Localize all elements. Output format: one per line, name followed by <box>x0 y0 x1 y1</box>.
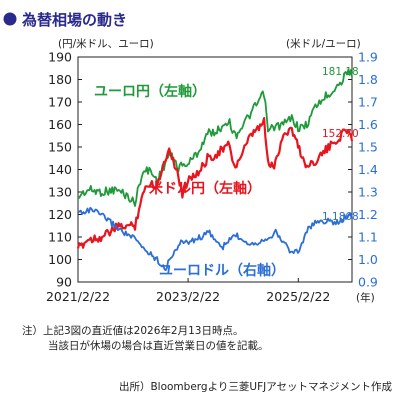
left-tick-label: 130 <box>48 185 72 200</box>
right-tick-label: 1.8 <box>358 72 378 87</box>
left-tick-label: 180 <box>48 72 72 87</box>
eur-jpy-line <box>77 68 353 207</box>
x-tick-label: 2023/2/22 <box>156 289 220 304</box>
source-note: 出所）Bloombergより三菱UFJアセットマネジメント作成 <box>118 381 392 393</box>
left-tick-label: 170 <box>48 95 72 110</box>
left-tick-label: 190 <box>48 50 72 65</box>
left-tick-label: 140 <box>48 162 72 177</box>
right-tick-label: 1.1 <box>358 230 378 245</box>
right-axis-ticks: 0.9 1.0 1.1 1.2 1.3 1.4 1.5 1.6 1.7 1.8 1.9 <box>348 50 378 290</box>
eur-usd-series-label: ユーロドル（右軸） <box>159 262 285 279</box>
title-bullet-icon <box>3 12 17 26</box>
note-line-1: 注）上記3図の直近値は2026年2月13日時点。 <box>22 325 244 337</box>
right-tick-label: 1.2 <box>358 207 378 222</box>
eur-jpy-last-value: 181.18 <box>322 66 359 78</box>
x-axis-ticks: 2021/2/22 2023/2/22 2025/2/22 <box>46 278 330 304</box>
right-tick-label: 1.5 <box>358 140 378 155</box>
right-tick-label: 1.3 <box>358 185 378 200</box>
left-tick-label: 160 <box>48 117 72 132</box>
note-line-2: 当該日が休場の場合は直近営業日の値を記載。 <box>48 340 269 352</box>
x-axis-unit: (年) <box>356 291 375 304</box>
series-lines <box>76 68 354 271</box>
usd-jpy-last-value: 152.70 <box>322 128 359 140</box>
left-tick-label: 150 <box>48 140 72 155</box>
last-value-labels: 181.18 152.70 1.1868 <box>322 66 359 223</box>
right-tick-label: 0.9 <box>358 275 378 290</box>
usd-jpy-line <box>76 117 354 249</box>
x-tick-label: 2021/2/22 <box>46 289 110 304</box>
chart-title: 為替相場の動き <box>21 11 127 29</box>
right-axis-unit: (米ドル/ユーロ) <box>286 37 361 50</box>
left-tick-label: 120 <box>48 207 72 222</box>
eur-usd-last-value: 1.1868 <box>322 211 359 223</box>
left-axis-ticks: 90 100 110 120 130 140 150 160 170 180 190 <box>48 50 82 290</box>
left-tick-label: 90 <box>56 275 72 290</box>
x-tick-label: 2025/2/22 <box>266 289 330 304</box>
left-axis-unit: (円/米ドル、ユーロ) <box>58 37 154 50</box>
eur-usd-line <box>77 206 353 271</box>
right-tick-label: 1.6 <box>358 117 378 132</box>
right-tick-label: 1.0 <box>358 252 378 267</box>
series-labels: ユーロ円（左軸） 米ドル円（左軸） ユーロドル（右軸） <box>94 83 285 279</box>
left-tick-label: 110 <box>48 230 72 245</box>
left-tick-label: 100 <box>48 252 72 267</box>
right-tick-label: 1.9 <box>358 50 378 65</box>
usd-jpy-series-label: 米ドル円（左軸） <box>149 180 261 197</box>
right-tick-label: 1.4 <box>358 162 378 177</box>
right-tick-label: 1.7 <box>358 95 378 110</box>
eur-jpy-series-label: ユーロ円（左軸） <box>94 83 206 100</box>
